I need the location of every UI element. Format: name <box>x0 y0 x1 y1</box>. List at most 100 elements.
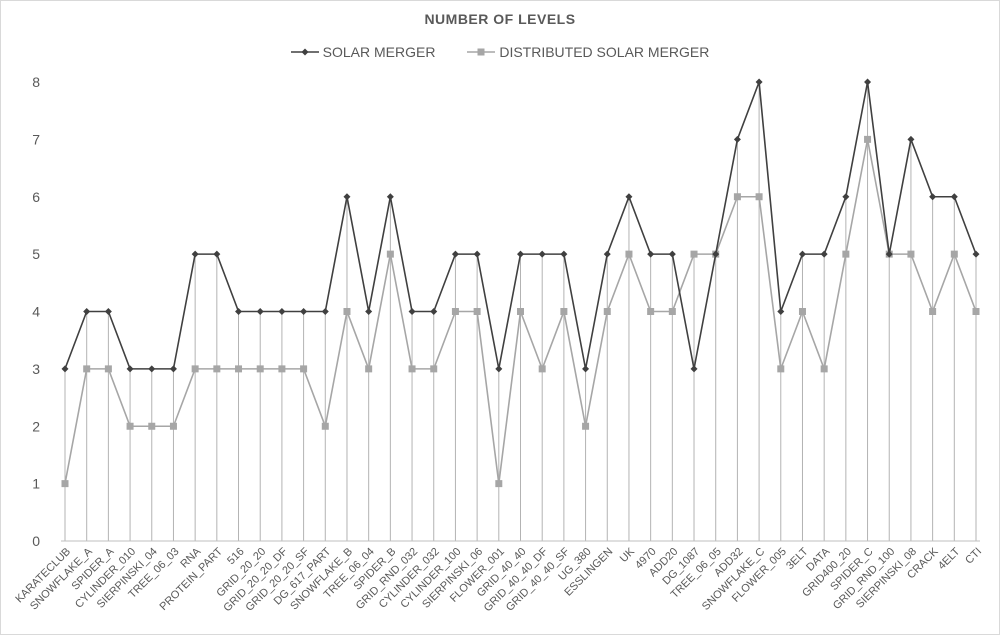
data-point-solar-merger <box>473 250 481 258</box>
y-tick-label: 5 <box>32 246 40 262</box>
data-point-solar-merger <box>104 308 112 315</box>
data-point-distributed-solar-merger <box>625 250 633 258</box>
y-tick-label: 2 <box>32 418 40 434</box>
data-point-solar-merger <box>582 365 590 373</box>
data-point-solar-merger <box>126 365 134 373</box>
data-point-distributed-solar-merger <box>929 308 937 315</box>
data-point-solar-merger <box>321 308 329 315</box>
data-point-distributed-solar-merger <box>972 308 980 315</box>
data-point-solar-merger <box>148 365 156 373</box>
data-point-solar-merger <box>538 250 546 258</box>
data-point-solar-merger <box>668 250 676 258</box>
data-point-distributed-solar-merger <box>907 250 915 258</box>
data-point-distributed-solar-merger <box>733 193 741 201</box>
data-point-distributed-solar-merger <box>798 308 806 315</box>
data-point-distributed-solar-merger <box>126 422 134 430</box>
data-point-distributed-solar-merger <box>755 193 763 201</box>
data-point-solar-merger <box>972 250 980 258</box>
data-point-distributed-solar-merger <box>300 365 308 373</box>
x-tick-label: CTI <box>963 546 984 567</box>
data-point-solar-merger <box>495 365 503 373</box>
data-point-solar-merger <box>603 250 611 258</box>
data-point-distributed-solar-merger <box>278 365 286 373</box>
chart-title: NUMBER OF LEVELS <box>424 11 576 27</box>
data-point-solar-merger <box>517 250 524 258</box>
x-tick-label: 4ELT <box>936 545 963 572</box>
data-point-distributed-solar-merger <box>517 308 524 315</box>
data-point-solar-merger <box>647 250 655 258</box>
y-tick-label: 0 <box>32 533 40 549</box>
data-point-solar-merger <box>820 250 828 258</box>
data-point-solar-merger <box>712 250 720 258</box>
data-point-distributed-solar-merger <box>343 308 351 315</box>
data-point-solar-merger <box>213 250 221 258</box>
data-point-distributed-solar-merger <box>321 422 329 430</box>
data-point-solar-merger <box>864 78 872 86</box>
data-point-distributed-solar-merger <box>820 365 828 373</box>
data-point-solar-merger <box>61 365 69 373</box>
data-point-solar-merger <box>798 250 806 258</box>
y-tick-label: 6 <box>32 189 40 205</box>
data-point-solar-merger <box>430 308 438 315</box>
data-point-solar-merger <box>235 308 243 315</box>
data-point-distributed-solar-merger <box>603 308 611 315</box>
data-point-distributed-solar-merger <box>365 365 373 373</box>
legend-marker-diamond <box>290 48 319 56</box>
data-point-solar-merger <box>690 365 698 373</box>
data-point-solar-merger <box>300 308 308 315</box>
data-point-solar-merger <box>278 308 286 315</box>
data-point-distributed-solar-merger <box>864 135 872 143</box>
data-point-solar-merger <box>451 250 459 258</box>
data-point-distributed-solar-merger <box>408 365 416 373</box>
y-tick-label: 3 <box>32 361 40 377</box>
data-point-solar-merger <box>256 308 264 315</box>
data-point-solar-merger <box>625 193 633 201</box>
data-point-distributed-solar-merger <box>235 365 243 373</box>
legend-item-distributed-solar-merger: DISTRIBUTED SOLAR MERGER <box>467 44 709 60</box>
data-point-solar-merger <box>907 135 915 143</box>
data-point-solar-merger <box>343 193 351 201</box>
data-point-distributed-solar-merger <box>690 250 698 258</box>
data-point-distributed-solar-merger <box>495 480 503 488</box>
data-point-distributed-solar-merger <box>473 308 481 315</box>
data-point-distributed-solar-merger <box>647 308 655 315</box>
legend-label-solar-merger: SOLAR MERGER <box>322 44 436 60</box>
data-point-solar-merger <box>560 250 568 258</box>
data-point-distributed-solar-merger <box>582 422 590 430</box>
data-point-distributed-solar-merger <box>538 365 546 373</box>
data-point-solar-merger <box>169 365 177 373</box>
data-point-distributed-solar-merger <box>256 365 264 373</box>
data-point-solar-merger <box>733 135 741 143</box>
legend-label-distributed-solar-merger: DISTRIBUTED SOLAR MERGER <box>499 44 710 60</box>
data-point-solar-merger <box>83 308 91 315</box>
data-point-distributed-solar-merger <box>191 365 199 373</box>
data-point-distributed-solar-merger <box>104 365 112 373</box>
y-tick-label: 8 <box>32 74 40 90</box>
data-point-solar-merger <box>191 250 199 258</box>
data-point-solar-merger <box>777 308 785 315</box>
data-point-distributed-solar-merger <box>451 308 459 315</box>
y-tick-label: 4 <box>32 304 40 320</box>
data-point-distributed-solar-merger <box>842 250 850 258</box>
data-point-solar-merger <box>885 250 893 258</box>
data-point-solar-merger <box>408 308 416 315</box>
data-point-distributed-solar-merger <box>777 365 785 373</box>
data-point-solar-merger <box>842 193 850 201</box>
legend-marker-square <box>467 48 496 56</box>
data-point-distributed-solar-merger <box>213 365 221 373</box>
data-point-distributed-solar-merger <box>430 365 438 373</box>
y-tick-label: 7 <box>32 131 40 147</box>
data-point-solar-merger <box>365 308 373 315</box>
data-point-solar-merger <box>929 193 937 201</box>
data-point-solar-merger <box>755 78 763 86</box>
data-point-solar-merger <box>950 193 958 201</box>
data-point-solar-merger <box>386 193 394 201</box>
y-tick-label: 1 <box>32 476 40 492</box>
data-point-distributed-solar-merger <box>386 250 394 258</box>
data-point-distributed-solar-merger <box>169 422 177 430</box>
legend-item-solar-merger: SOLAR MERGER <box>290 44 436 60</box>
data-point-distributed-solar-merger <box>61 480 69 488</box>
chart-legend: SOLAR MERGER DISTRIBUTED SOLAR MERGER <box>0 44 1000 62</box>
data-point-distributed-solar-merger <box>560 308 568 315</box>
